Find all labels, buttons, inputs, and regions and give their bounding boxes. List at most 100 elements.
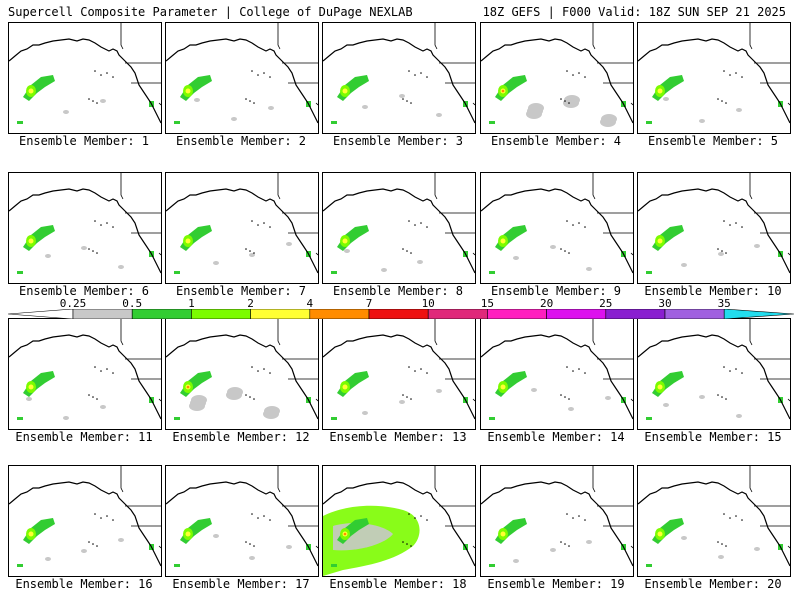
- island: [735, 222, 737, 224]
- island: [106, 222, 108, 224]
- map-panel: [322, 172, 476, 284]
- island: [741, 226, 743, 228]
- island: [253, 398, 255, 400]
- island: [723, 70, 725, 72]
- scp-area-low: [436, 113, 442, 117]
- scp-area-low: [213, 261, 219, 265]
- state-border: [120, 23, 161, 106]
- ensemble-member-label: Ensemble Member: 2: [175, 134, 307, 148]
- colorbar-tick-label: 0.5: [122, 297, 143, 310]
- scp-area-green: [174, 271, 180, 274]
- island: [735, 515, 737, 517]
- scp-area-green: [17, 417, 23, 420]
- colorbar-segment: [8, 309, 74, 319]
- island: [406, 100, 408, 102]
- scp-area-green: [174, 564, 180, 567]
- state-border: [277, 23, 318, 106]
- ensemble-member-label: Ensemble Member: 11: [15, 430, 153, 444]
- island: [263, 515, 265, 517]
- island: [263, 222, 265, 224]
- state-border: [749, 466, 790, 549]
- scp-area-low: [568, 407, 574, 411]
- island: [741, 519, 743, 521]
- scp-area-low: [528, 103, 544, 113]
- island: [729, 224, 731, 226]
- island: [100, 370, 102, 372]
- scp-area-low: [417, 260, 423, 264]
- scp-area-green: [17, 121, 23, 124]
- island: [112, 76, 114, 78]
- island: [263, 368, 265, 370]
- island: [251, 366, 253, 368]
- colorbar: [8, 309, 794, 319]
- scp-area-low: [754, 244, 760, 248]
- island: [725, 252, 727, 254]
- island: [257, 370, 259, 372]
- island: [251, 220, 253, 222]
- scp-area-green: [331, 564, 337, 567]
- island: [402, 248, 404, 250]
- coastline: [638, 188, 790, 274]
- scp-area-low: [513, 256, 519, 260]
- island: [725, 545, 727, 547]
- scp-area-low: [249, 253, 255, 257]
- ensemble-member-label: Ensemble Member: 20: [644, 577, 782, 591]
- scp-area-low: [286, 545, 292, 549]
- map-canvas: [323, 173, 475, 274]
- scp-area-green: [489, 564, 495, 567]
- map-canvas: [481, 23, 633, 127]
- scp-area-low: [264, 406, 280, 416]
- scp-area-low: [736, 108, 742, 112]
- map-panel: [8, 172, 162, 284]
- island: [420, 515, 422, 517]
- colorbar-segment: [191, 309, 251, 319]
- coastline: [9, 334, 161, 420]
- island: [584, 226, 586, 228]
- map-panel: [165, 172, 319, 284]
- island: [560, 541, 562, 543]
- island: [410, 398, 412, 400]
- colorbar-tick-label: 2: [247, 297, 254, 310]
- scp-core: [500, 384, 506, 390]
- island: [717, 541, 719, 543]
- island: [723, 220, 725, 222]
- scp-area-low: [344, 249, 350, 253]
- map-panel: [165, 318, 319, 430]
- map-panel: [8, 318, 162, 430]
- island: [408, 366, 410, 368]
- state-border: [277, 319, 318, 402]
- island: [249, 250, 251, 252]
- scp-area-green: [174, 121, 180, 124]
- island: [729, 370, 731, 372]
- island: [560, 248, 562, 250]
- map-panel: [637, 172, 791, 284]
- scp-core: [657, 238, 663, 244]
- ensemble-member-label: Ensemble Member: 7: [175, 284, 307, 298]
- map-panel: [322, 318, 476, 430]
- island: [560, 394, 562, 396]
- scp-area-low: [586, 267, 592, 271]
- map-canvas: [481, 319, 633, 420]
- island: [729, 74, 731, 76]
- colorbar-segment: [131, 309, 192, 319]
- island: [263, 72, 265, 74]
- map-canvas: [9, 466, 161, 567]
- map-canvas: [9, 23, 161, 124]
- scp-area-low: [754, 547, 760, 551]
- ensemble-member-label: Ensemble Member: 8: [332, 284, 464, 298]
- scp-area-low: [249, 556, 255, 560]
- map-canvas: [323, 466, 475, 576]
- map-panel: [480, 318, 634, 430]
- state-border: [120, 319, 161, 402]
- scp-area-green: [489, 121, 495, 124]
- island: [406, 250, 408, 252]
- state-border: [434, 23, 475, 106]
- island: [257, 517, 259, 519]
- island: [251, 513, 253, 515]
- scp-area-green: [646, 417, 652, 420]
- island: [402, 541, 404, 543]
- island: [251, 70, 253, 72]
- island: [566, 70, 568, 72]
- map-canvas: [481, 173, 633, 274]
- scp-area-green: [489, 271, 495, 274]
